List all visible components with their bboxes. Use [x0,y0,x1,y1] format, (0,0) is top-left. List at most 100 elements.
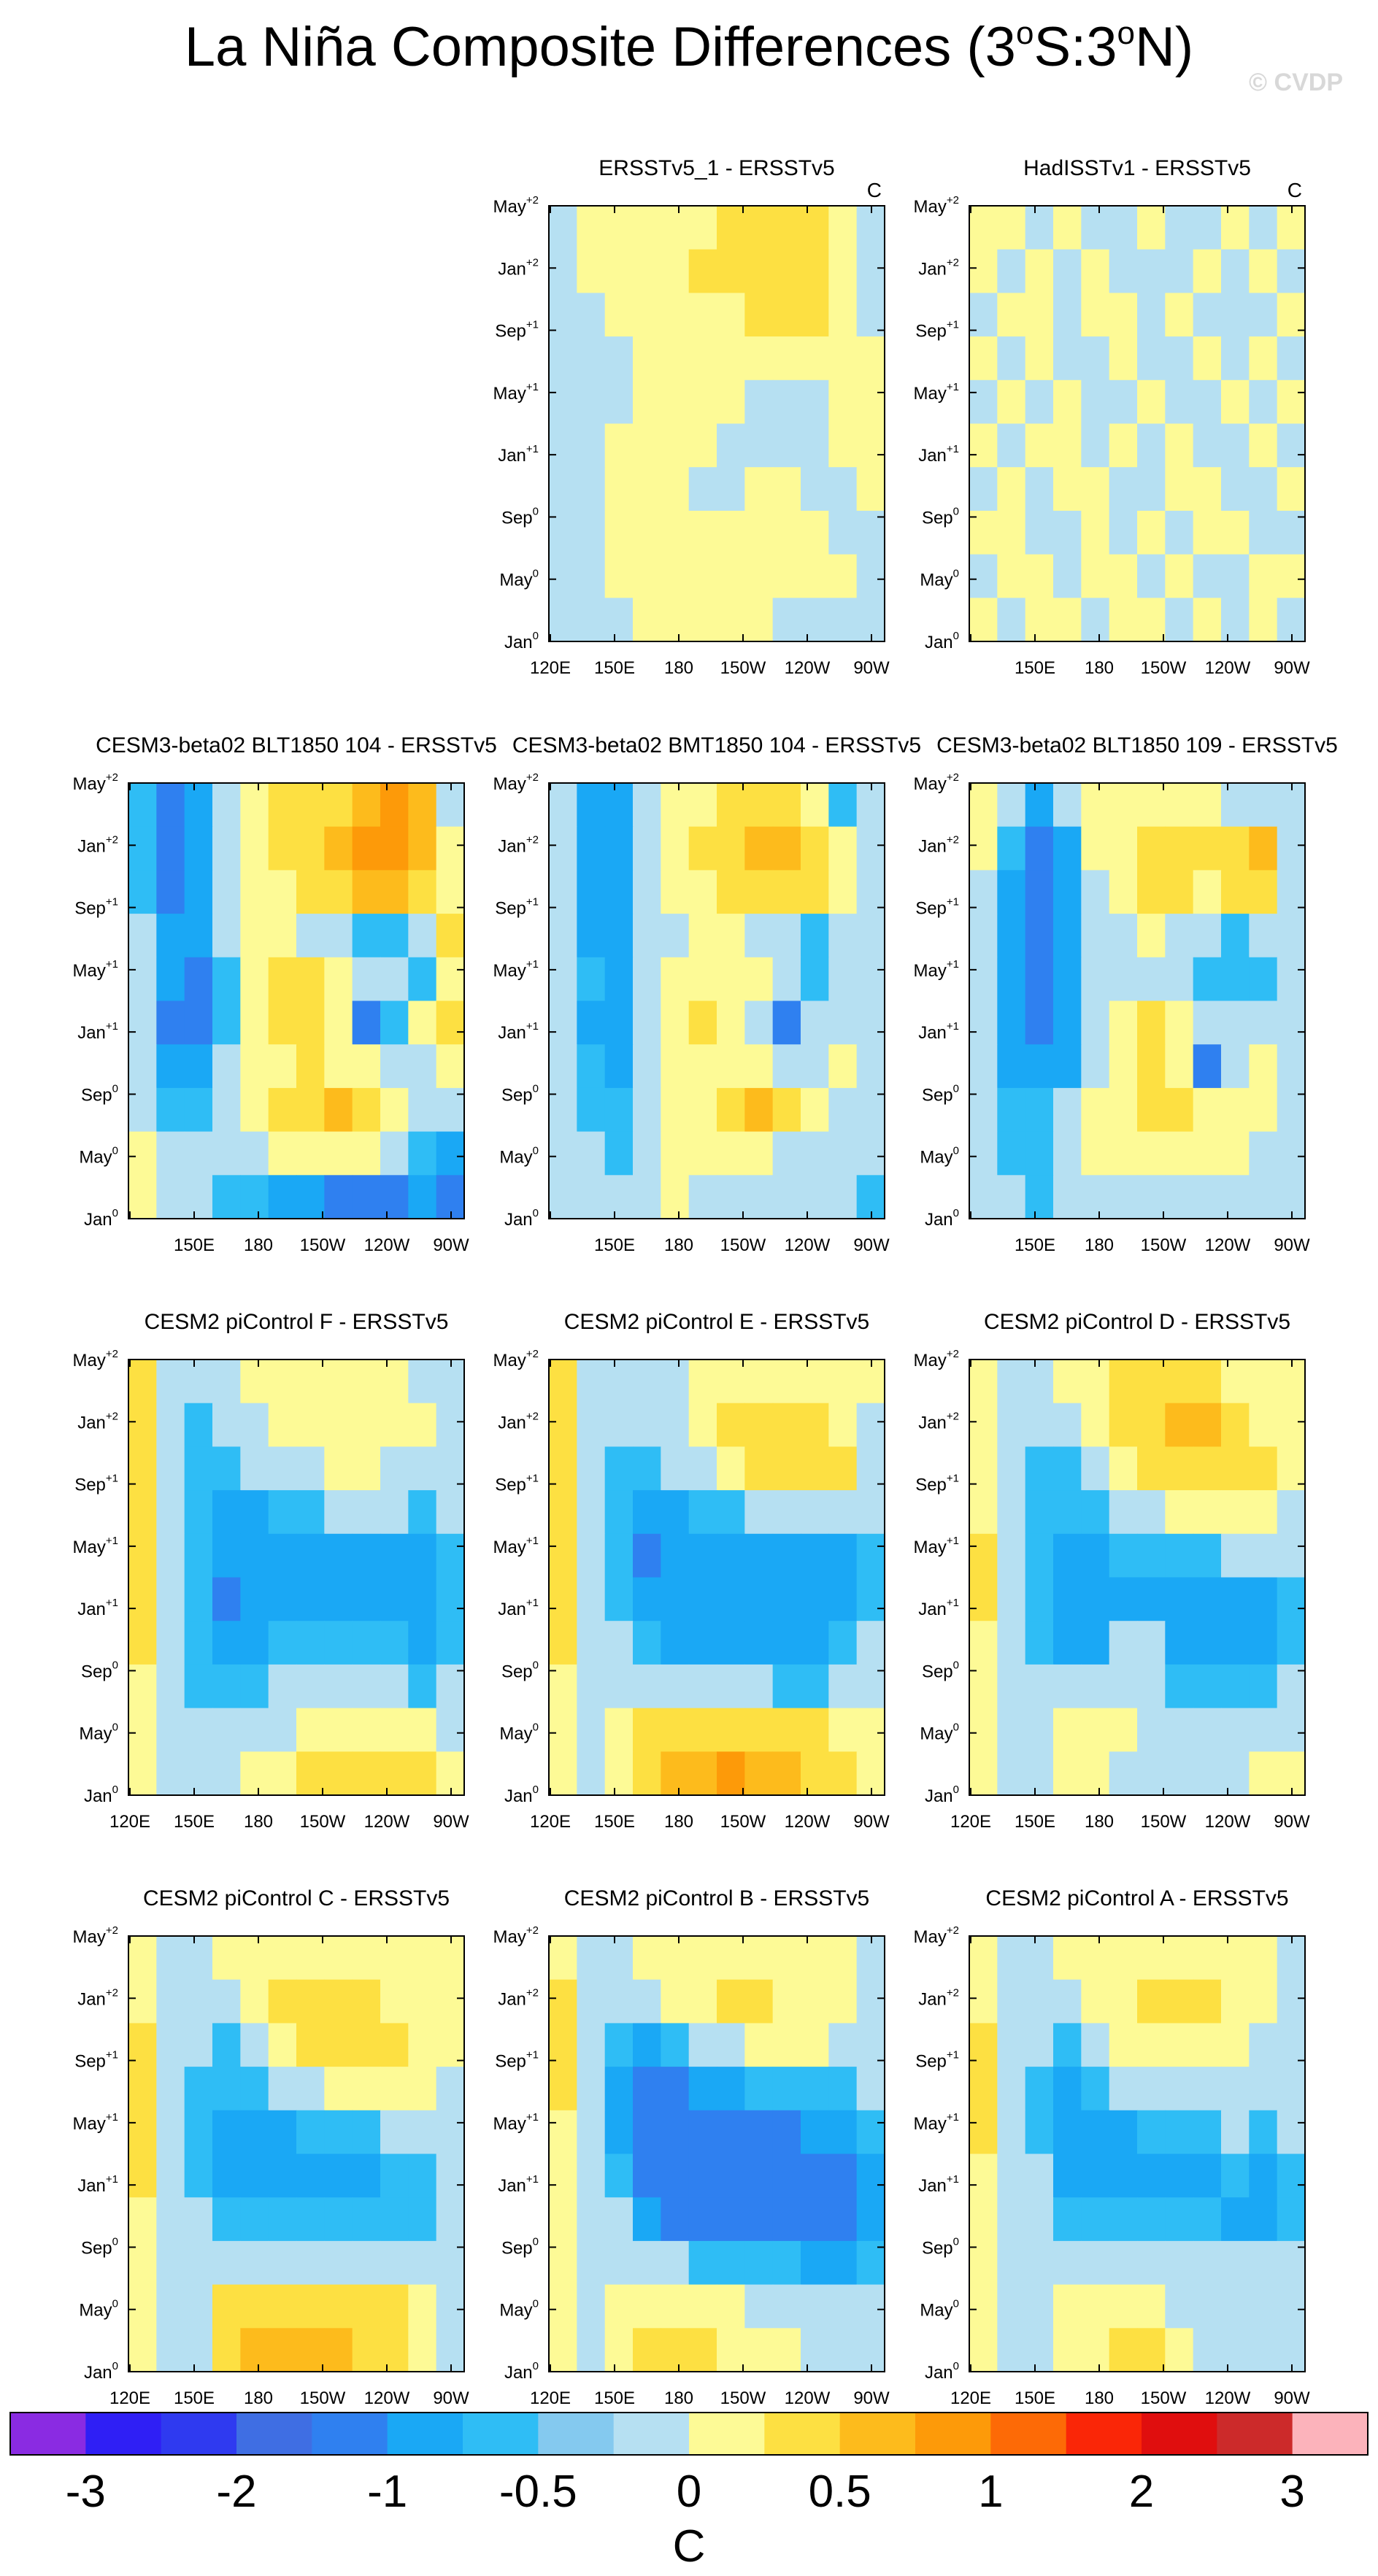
heatmap-cell [1221,957,1250,1002]
colorbar-swatch [236,2413,312,2455]
heatmap-cell [633,2067,661,2111]
heatmap-cell [549,783,577,828]
heatmap-cell [997,379,1026,425]
heatmap-cell [801,870,829,914]
heatmap-cell [296,2067,325,2111]
colorbar-label: 0.5 [809,2467,871,2517]
heatmap-cell [688,598,717,642]
heatmap-cell [1277,1131,1306,1176]
heatmap-cell [240,1533,269,1578]
heatmap-cell [408,1664,437,1709]
heatmap-cell [352,2067,381,2111]
heatmap-cell [633,2023,661,2067]
heatmap-cell [1053,249,1082,293]
heatmap-cell [801,510,829,555]
heatmap-cell [1221,510,1250,555]
heatmap-cell [744,2240,774,2286]
heatmap-cell [1249,467,1278,512]
heatmap-cell [688,249,717,293]
heatmap-cell [212,1044,241,1089]
heatmap-cell [1193,1664,1222,1709]
heatmap-cell [969,554,998,598]
heatmap-cell [1277,826,1306,871]
heatmap-cell [268,2328,297,2372]
heatmap-cell [240,870,269,914]
heatmap-cell [184,2240,213,2286]
heatmap-cell [1081,1979,1110,2024]
heatmap-cell [772,1044,801,1089]
heatmap-cell [1193,1708,1222,1752]
heatmap-cell [828,1131,858,1176]
heatmap-cell [772,2240,801,2286]
heatmap-cell [661,1000,690,1045]
heatmap-cell [156,2110,185,2155]
heatmap-cell [184,1936,213,1981]
heatmap-cell [408,1751,437,1796]
heatmap-cell [240,1490,269,1535]
heatmap-cell [549,826,577,871]
heatmap-cell [1165,206,1194,250]
x-tick-label: 180 [664,2388,693,2408]
heatmap-cell [1025,598,1054,642]
heatmap-cell [997,1936,1026,1981]
heatmap-cell [688,2023,717,2067]
heatmap-cell [268,2110,297,2155]
heatmap-cell [380,2328,409,2372]
heatmap-cell [1277,2284,1306,2329]
heatmap-cell [1165,1490,1194,1535]
heatmap-cell [1053,1044,1082,1089]
heatmap-cell [1137,1751,1166,1796]
heatmap-cell [744,1936,774,1981]
heatmap-cell [1081,598,1110,642]
heatmap-cell [633,1621,661,1665]
heatmap-cell [1081,206,1110,250]
heatmap-cell [156,1708,185,1752]
heatmap-cell [577,2067,606,2111]
heatmap-cell [744,2197,774,2242]
heatmap-cell [1081,1751,1110,1796]
heatmap-cell [212,1751,241,1796]
colorbar-swatch [689,2413,765,2455]
heatmap-cell [1221,249,1250,293]
heatmap-cell [717,2240,745,2286]
y-tick-label: Sep0 [81,1082,118,1105]
heatmap-cell [801,2110,829,2155]
x-tick-label: 180 [244,1812,273,1832]
y-tick-label: May+2 [73,771,118,794]
heatmap-cell [352,1577,381,1621]
panel-title: CESM3-beta02 BLT1850 104 - ERSSTv5 [96,733,497,757]
heatmap-cell [1053,1131,1082,1176]
heatmap-cell [1193,2110,1222,2155]
heatmap-cell [688,510,717,555]
heatmap-cell [268,1577,297,1621]
x-tick-label: 120W [785,1812,831,1832]
heatmap-cell [577,2153,606,2198]
heatmap-cell [688,1751,717,1796]
heatmap-cell [604,826,634,871]
heatmap-cell [128,1175,157,1219]
heatmap-cell [1109,554,1138,598]
y-tick-label: May+2 [73,1348,118,1370]
heatmap-cell [1053,2023,1082,2067]
heatmap-cell [1249,2328,1278,2372]
y-tick-label: May+1 [493,1535,539,1557]
heatmap-cell [1193,2240,1222,2286]
heatmap-cell [1137,1664,1166,1709]
heatmap-cell [408,2284,437,2329]
heatmap-cell [688,467,717,512]
heatmap-cell [856,1000,885,1045]
heatmap-cell [184,1490,213,1535]
heatmap-cell [549,2240,577,2286]
heatmap-cell [240,1131,269,1176]
x-tick-label: 90W [1274,1235,1310,1255]
heatmap-cell [828,1708,858,1752]
heatmap-cell [1025,1000,1054,1045]
heatmap-cell [324,2284,353,2329]
heatmap-cell [128,826,157,871]
heatmap-cell [772,1131,801,1176]
colorbar-label: -3 [66,2467,106,2517]
heatmap-cell [408,1000,437,1045]
heatmap-cell [296,1446,325,1491]
heatmap-cell [1025,423,1054,468]
heatmap-cell [1081,1577,1110,1621]
